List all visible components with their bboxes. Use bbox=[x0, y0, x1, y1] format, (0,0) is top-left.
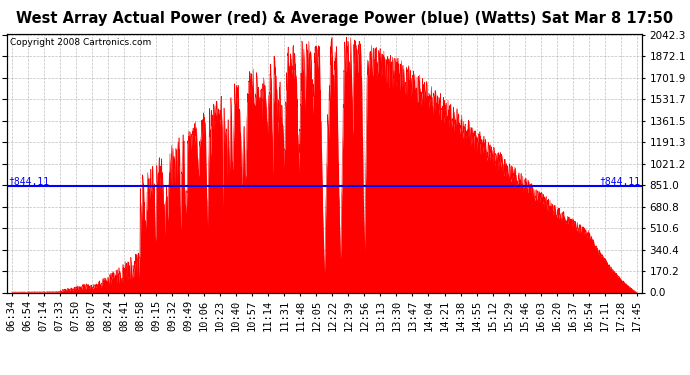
Text: †844.11: †844.11 bbox=[8, 176, 49, 186]
Text: †844.11: †844.11 bbox=[600, 176, 640, 186]
Text: Copyright 2008 Cartronics.com: Copyright 2008 Cartronics.com bbox=[10, 38, 151, 46]
Text: West Array Actual Power (red) & Average Power (blue) (Watts) Sat Mar 8 17:50: West Array Actual Power (red) & Average … bbox=[17, 11, 673, 26]
